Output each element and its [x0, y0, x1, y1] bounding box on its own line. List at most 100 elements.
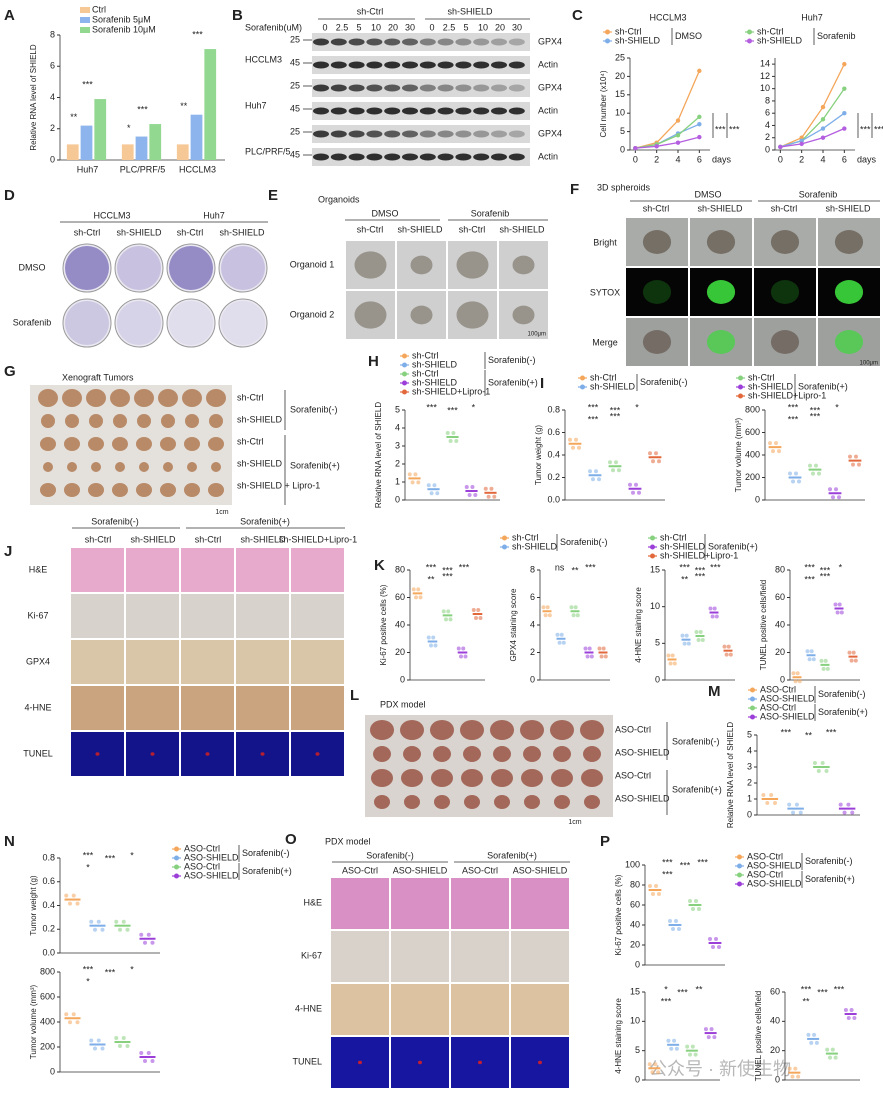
tumor — [463, 746, 481, 762]
tumor — [88, 483, 104, 497]
point-glyph — [851, 650, 856, 655]
tumor — [491, 769, 513, 787]
significance: *** — [677, 987, 688, 997]
row-label: Merge — [592, 337, 618, 347]
panel-title: 3D spheroids — [597, 182, 651, 192]
point-glyph — [696, 638, 701, 642]
significance: *** — [820, 565, 831, 575]
point-glyph — [809, 1040, 814, 1045]
micrograph — [71, 640, 124, 684]
point-glyph — [470, 485, 475, 489]
point-glyph — [411, 587, 416, 592]
legend-swatch — [738, 384, 743, 390]
significance: *** — [697, 857, 708, 867]
data-point — [820, 126, 826, 131]
blot-band — [384, 84, 401, 92]
tumor — [112, 437, 128, 451]
point-glyph — [777, 449, 781, 454]
blot-strip — [312, 125, 530, 143]
tumor — [43, 462, 53, 472]
significance: *** — [810, 405, 821, 415]
y-tick-label: 2 — [747, 777, 752, 787]
point-glyph — [647, 1062, 652, 1067]
point-glyph — [587, 646, 592, 651]
significance: *** — [695, 565, 706, 575]
legend-entry: sh-Ctrl — [412, 350, 439, 360]
y-tick-label: 60 — [770, 986, 780, 996]
point-glyph — [714, 937, 718, 941]
series-line — [780, 112, 845, 148]
tumor — [40, 437, 56, 451]
point-glyph — [677, 927, 681, 931]
point-glyph — [852, 1016, 857, 1020]
legend-entry: sh-SHIELD — [412, 377, 458, 387]
group-label: sh-SHIELD — [116, 227, 162, 237]
significance: ** — [180, 101, 188, 111]
blot-strip — [312, 79, 530, 97]
point-glyph — [634, 482, 638, 487]
point-glyph — [583, 646, 588, 651]
point-glyph — [682, 641, 687, 646]
panel-letter: A — [4, 7, 15, 24]
group-label: sh-Ctrl — [74, 227, 101, 237]
point-glyph — [666, 653, 671, 658]
y-axis-label: Cell number (x10⁴) — [599, 70, 608, 137]
point-glyph — [838, 802, 843, 807]
tumor — [139, 462, 149, 472]
specimen — [834, 330, 864, 354]
micrograph — [236, 686, 289, 730]
y-axis-label: Tumor volume (mm³) — [734, 417, 743, 492]
legend-entry: ASO-SHIELD — [760, 693, 815, 703]
blot-band — [473, 61, 490, 69]
point-glyph — [694, 899, 698, 903]
blot-band — [348, 38, 365, 46]
legend-swatch — [750, 696, 755, 702]
y-tick-label: 0.6 — [42, 876, 55, 886]
y-tick-label: 5 — [655, 638, 660, 648]
tumor — [401, 769, 423, 787]
y-tick-label: 80 — [775, 564, 785, 574]
point-glyph — [831, 495, 835, 500]
legend-entry: sh-SHIELD — [660, 541, 706, 551]
bar — [80, 125, 93, 160]
y-tick-label: 0.4 — [547, 449, 560, 459]
point-glyph — [431, 635, 436, 640]
point-glyph — [571, 445, 575, 450]
specimen — [354, 301, 387, 329]
legend-swatch — [174, 864, 179, 870]
point-glyph — [473, 493, 478, 497]
y-tick-label: 25 — [615, 52, 625, 62]
micrograph — [331, 984, 389, 1035]
y-tick-label: 20 — [770, 1045, 780, 1055]
blot-band — [384, 153, 401, 161]
legend-swatch — [580, 375, 585, 381]
blot-band — [491, 153, 507, 161]
point-glyph — [666, 1038, 671, 1043]
point-glyph — [118, 1044, 122, 1048]
specimen — [410, 255, 433, 275]
y-tick-label: 40 — [770, 1016, 780, 1026]
tumor — [494, 795, 510, 809]
point-glyph — [545, 605, 550, 610]
point-glyph — [851, 462, 855, 467]
legend-entry: ASO-SHIELD — [184, 852, 239, 862]
blot-band — [402, 84, 418, 92]
specimen — [706, 230, 736, 254]
specimen — [706, 280, 736, 304]
x-tick-label: 6 — [842, 154, 847, 164]
y-tick-label: 0 — [775, 1074, 780, 1084]
protein: Actin — [538, 105, 558, 115]
tumor — [91, 462, 101, 472]
y-tick-label: 40 — [630, 919, 640, 929]
column-label: ASO-SHIELD — [513, 865, 568, 875]
scale-label: 1cm — [568, 819, 581, 826]
tumor — [551, 769, 573, 787]
legend-swatch — [402, 371, 407, 377]
y-axis-label: Relative RNA level of SHIELD — [726, 722, 735, 828]
tumor — [208, 437, 224, 451]
point-glyph — [771, 449, 775, 454]
row-label: TUNEL — [292, 1056, 322, 1066]
panel-letter: H — [368, 353, 379, 370]
legend-entry: ASO-SHIELD — [760, 711, 815, 721]
y-tick-label: 3 — [747, 761, 752, 771]
